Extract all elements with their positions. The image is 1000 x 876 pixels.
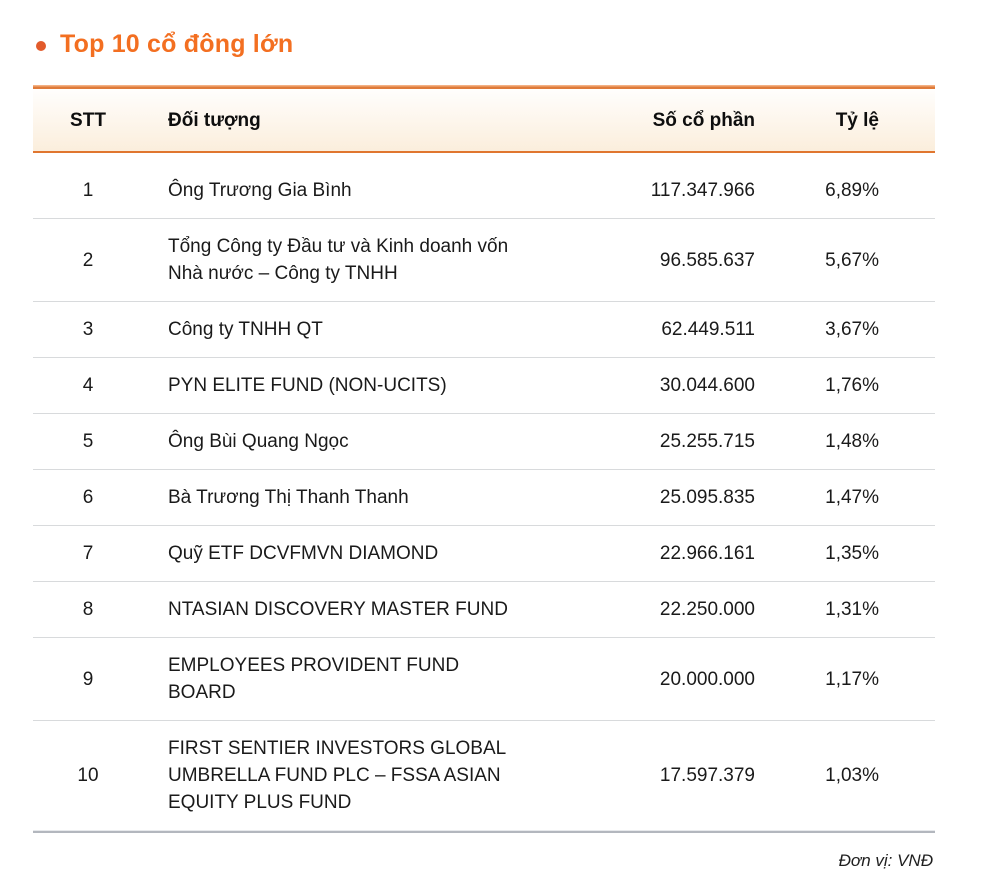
table-row: 8 NTASIAN DISCOVERY MASTER FUND 22.250.0… (33, 581, 935, 637)
cell-shares: 25.255.715 (659, 431, 755, 452)
cell-shares: 117.347.966 (650, 180, 755, 201)
shareholder-name: Ông Bùi Quang Ngọc (168, 431, 349, 452)
cell-shares: 96.585.637 (659, 249, 755, 271)
shareholder-name: NTASIAN DISCOVERY MASTER FUND (168, 599, 508, 620)
table-row: 6 Bà Trương Thị Thanh Thanh 25.095.835 1… (33, 469, 935, 525)
cell-stt: 6 (82, 487, 94, 508)
cell-ratio: 1,76% (825, 375, 879, 396)
table-row: 3 Công ty TNHH QT 62.449.511 3,67% (33, 301, 935, 357)
cell-ratio: 5,67% (825, 249, 879, 271)
shareholder-name: PYN ELITE FUND (NON-UCITS) (168, 375, 447, 396)
section-title: Top 10 cổ đông lớn (36, 30, 1000, 59)
shareholder-name: Bà Trương Thị Thanh Thanh (168, 487, 409, 508)
table-header-row: STT Đối tượng Số cổ phần Tỷ lệ (33, 89, 935, 153)
shareholder-name: Tổng Công ty Đầu tư và Kinh doanh vốn Nh… (168, 236, 509, 284)
cell-stt: 2 (82, 249, 94, 271)
cell-name: Ông Bùi Quang Ngọc (143, 414, 523, 469)
table-row: 4 PYN ELITE FUND (NON-UCITS) 30.044.600 … (33, 357, 935, 413)
cell-name: EMPLOYEES PROVIDENT FUND BOARD (143, 638, 523, 720)
cell-ratio: 1,17% (825, 668, 879, 690)
cell-stt: 10 (77, 765, 99, 786)
cell-shares: 30.044.600 (659, 375, 755, 396)
cell-stt: 8 (82, 599, 94, 620)
table-row: 2 Tổng Công ty Đầu tư và Kinh doanh vốn … (33, 218, 935, 301)
header-ratio: Tỷ lệ (835, 109, 879, 131)
header-shares: Số cổ phần (652, 109, 755, 131)
bullet-icon (36, 40, 46, 51)
table-top-border (33, 85, 935, 89)
cell-ratio: 1,48% (825, 431, 879, 452)
cell-ratio: 1,31% (825, 599, 879, 620)
shareholders-table: STT Đối tượng Số cổ phần Tỷ lệ 1 Ông Trư… (33, 85, 935, 833)
cell-stt: 5 (82, 431, 94, 452)
shareholder-name: EMPLOYEES PROVIDENT FUND BOARD (168, 655, 460, 703)
shareholder-name: Ông Trương Gia Bình (168, 180, 352, 201)
table-body: 1 Ông Trương Gia Bình 117.347.966 6,89% … (33, 153, 935, 830)
shareholder-name: Công ty TNHH QT (168, 319, 323, 340)
cell-name: FIRST SENTIER INVESTORS GLOBAL UMBRELLA … (143, 721, 523, 830)
cell-ratio: 1,03% (825, 765, 879, 786)
cell-shares: 25.095.835 (659, 487, 755, 508)
cell-ratio: 1,35% (825, 543, 879, 564)
cell-stt: 3 (82, 319, 94, 340)
header-stt: STT (70, 109, 106, 131)
table-row: 9 EMPLOYEES PROVIDENT FUND BOARD 20.000.… (33, 637, 935, 720)
cell-stt: 4 (82, 375, 94, 396)
table-row: 5 Ông Bùi Quang Ngọc 25.255.715 1,48% (33, 413, 935, 469)
cell-name: Quỹ ETF DCVFMVN DIAMOND (143, 526, 523, 581)
cell-shares: 62.449.511 (661, 319, 755, 340)
shareholder-name: FIRST SENTIER INVESTORS GLOBAL UMBRELLA … (168, 738, 506, 813)
header-name: Đối tượng (168, 109, 261, 131)
cell-shares: 17.597.379 (659, 765, 755, 786)
cell-stt: 7 (82, 543, 94, 564)
unit-note: Đơn vị: VNĐ (838, 851, 933, 870)
table-row: 7 Quỹ ETF DCVFMVN DIAMOND 22.966.161 1,3… (33, 525, 935, 581)
cell-stt: 1 (82, 180, 94, 201)
cell-name: Tổng Công ty Đầu tư và Kinh doanh vốn Nh… (143, 219, 523, 301)
cell-shares: 20.000.000 (659, 668, 755, 690)
cell-ratio: 1,47% (825, 487, 879, 508)
cell-name: NTASIAN DISCOVERY MASTER FUND (143, 582, 523, 637)
cell-shares: 22.250.000 (659, 599, 755, 620)
cell-name: Bà Trương Thị Thanh Thanh (143, 470, 523, 525)
cell-ratio: 3,67% (825, 319, 879, 340)
page-title: Top 10 cổ đông lớn (60, 30, 294, 58)
table-row: 1 Ông Trương Gia Bình 117.347.966 6,89% (33, 153, 935, 218)
cell-shares: 22.966.161 (659, 543, 755, 564)
cell-name: Công ty TNHH QT (143, 302, 523, 357)
table-row: 10 FIRST SENTIER INVESTORS GLOBAL UMBREL… (33, 720, 935, 830)
cell-name: Ông Trương Gia Bình (143, 163, 523, 218)
cell-name: PYN ELITE FUND (NON-UCITS) (143, 358, 523, 413)
cell-stt: 9 (82, 668, 94, 690)
cell-ratio: 6,89% (825, 180, 879, 201)
shareholder-name: Quỹ ETF DCVFMVN DIAMOND (168, 543, 439, 564)
table-bottom-border (33, 830, 935, 833)
